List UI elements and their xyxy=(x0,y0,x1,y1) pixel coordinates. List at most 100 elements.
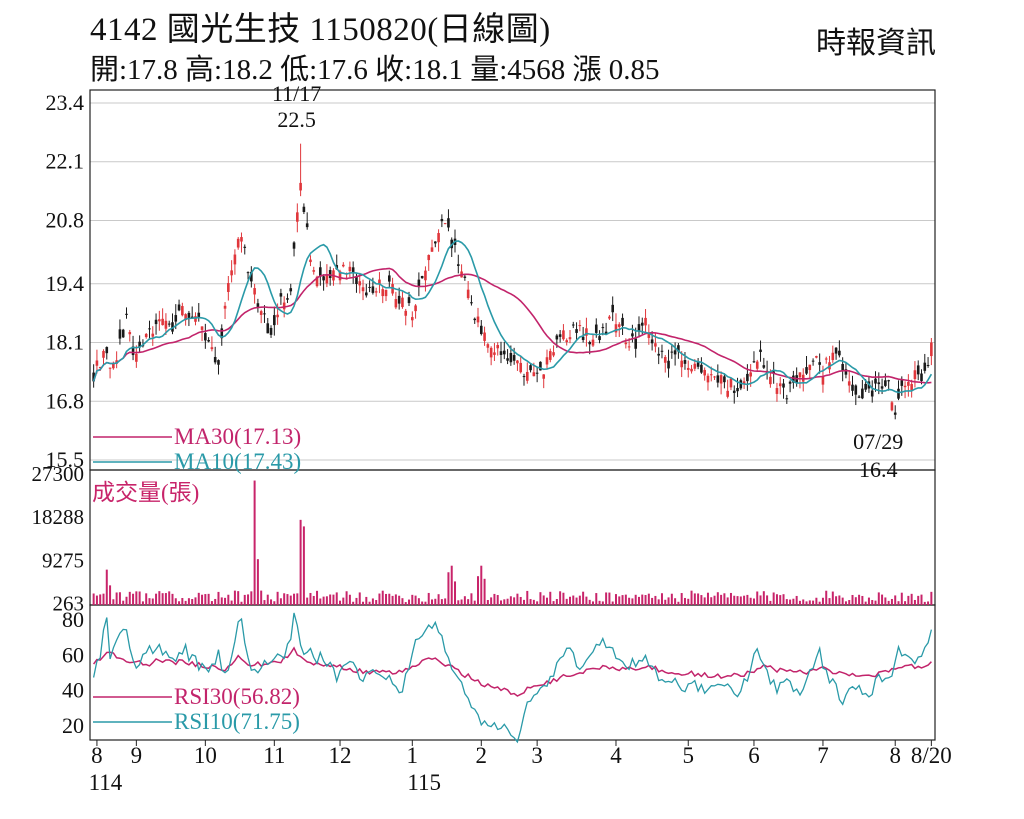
candle-body xyxy=(437,233,440,243)
volume-bar xyxy=(532,599,535,605)
candle-body xyxy=(706,375,710,383)
x-month-label: 3 xyxy=(531,743,543,768)
volume-bar xyxy=(572,595,575,605)
candle-body xyxy=(838,350,841,356)
price-axis-ticks: 23.4 22.1 20.8 19.4 18.1 16.8 15.5 xyxy=(46,90,85,472)
candle-body xyxy=(430,247,434,252)
candle-body xyxy=(601,327,605,329)
volume-bar xyxy=(683,597,686,605)
volume-bar xyxy=(210,601,213,605)
candle-body xyxy=(897,388,900,399)
volume-bar xyxy=(529,599,532,605)
candle-body xyxy=(851,384,854,391)
volume-bar xyxy=(779,595,782,605)
volume-bar xyxy=(578,595,581,605)
candle-body xyxy=(486,344,490,348)
volume-bar xyxy=(276,591,279,605)
volume-bar xyxy=(795,595,798,605)
candle-body xyxy=(496,345,500,349)
x-month-label: 7 xyxy=(817,743,829,768)
rsi-tick-label: 40 xyxy=(62,678,84,703)
candle-body xyxy=(535,372,539,374)
candle-body xyxy=(578,325,582,327)
candle-body xyxy=(700,364,703,373)
candle-body xyxy=(121,329,125,338)
volume-bar xyxy=(289,595,292,605)
candle-body xyxy=(338,271,342,281)
volume-bar xyxy=(404,602,407,605)
volume-bar xyxy=(411,594,414,605)
candle-body xyxy=(483,332,486,341)
candle-body xyxy=(788,381,792,384)
ma10-line xyxy=(92,240,933,394)
volume-bar xyxy=(250,591,253,605)
candle-body xyxy=(181,306,184,316)
candle-body xyxy=(903,385,907,388)
volume-bar xyxy=(664,599,667,605)
volume-bar xyxy=(913,599,916,605)
candle-body xyxy=(424,270,427,281)
volume-bar xyxy=(631,598,634,605)
candle-body xyxy=(857,396,861,398)
volume-bar xyxy=(224,597,227,605)
volume-bar xyxy=(375,600,378,605)
candle-body xyxy=(624,342,628,345)
volume-bar xyxy=(227,594,230,605)
volume-bar xyxy=(437,594,440,605)
candle-body xyxy=(627,346,631,348)
candle-body xyxy=(378,279,381,284)
candle-body xyxy=(686,367,690,370)
x-month-label: 8 xyxy=(91,743,103,768)
volume-bar xyxy=(910,593,913,605)
candle-body xyxy=(401,297,404,308)
volume-bar xyxy=(388,593,391,605)
candle-body xyxy=(736,388,739,392)
volume-tick-label: 27300 xyxy=(32,462,85,486)
legend-rsi10-label: RSI10(71.75) xyxy=(174,709,300,734)
candle-body xyxy=(259,311,263,315)
volume-bar xyxy=(391,595,394,605)
chart-title: 4142 國光生技 1150820(日線圖) xyxy=(90,12,551,48)
volume-bar xyxy=(102,593,105,605)
candle-body xyxy=(782,383,785,388)
candle-body xyxy=(420,276,424,279)
volume-bar xyxy=(125,596,128,605)
volume-bars xyxy=(92,480,933,605)
volume-bar xyxy=(766,595,769,605)
candle-body xyxy=(923,362,927,371)
candle-body xyxy=(585,328,588,336)
candle-body xyxy=(913,370,917,380)
volume-bar xyxy=(348,594,351,605)
volume-bar xyxy=(187,598,190,605)
volume-tick-label: 18288 xyxy=(32,505,85,529)
volume-bar xyxy=(841,597,844,605)
candle-body xyxy=(614,324,618,333)
candle-body xyxy=(302,206,306,212)
volume-bar xyxy=(805,601,808,605)
candle-body xyxy=(890,402,894,411)
volume-bar xyxy=(654,595,657,605)
volume-bar xyxy=(358,592,361,605)
volume-bar xyxy=(677,601,680,605)
volume-bar xyxy=(273,601,276,605)
volume-bar xyxy=(496,595,499,605)
candle-body xyxy=(319,267,322,277)
volume-tick-label: 263 xyxy=(53,592,85,616)
candle-body xyxy=(463,276,467,278)
volume-bar xyxy=(181,598,184,605)
volume-bar xyxy=(900,592,903,605)
candle-body xyxy=(719,375,723,384)
volume-bar xyxy=(417,598,420,605)
legends: MA30(17.13)MA10(17.43) 成交量(張) RSI30(56.82)… xyxy=(92,424,301,734)
volume-bar xyxy=(365,596,368,605)
volume-bar xyxy=(575,597,578,605)
volume-bar xyxy=(700,595,703,605)
volume-bar xyxy=(454,581,457,605)
candle-body xyxy=(798,372,802,378)
candle-body xyxy=(716,375,720,383)
candle-body xyxy=(926,364,930,366)
volume-bar xyxy=(168,591,171,605)
volume-bar xyxy=(296,593,299,605)
candle-body xyxy=(368,286,371,288)
candle-body xyxy=(644,317,647,326)
